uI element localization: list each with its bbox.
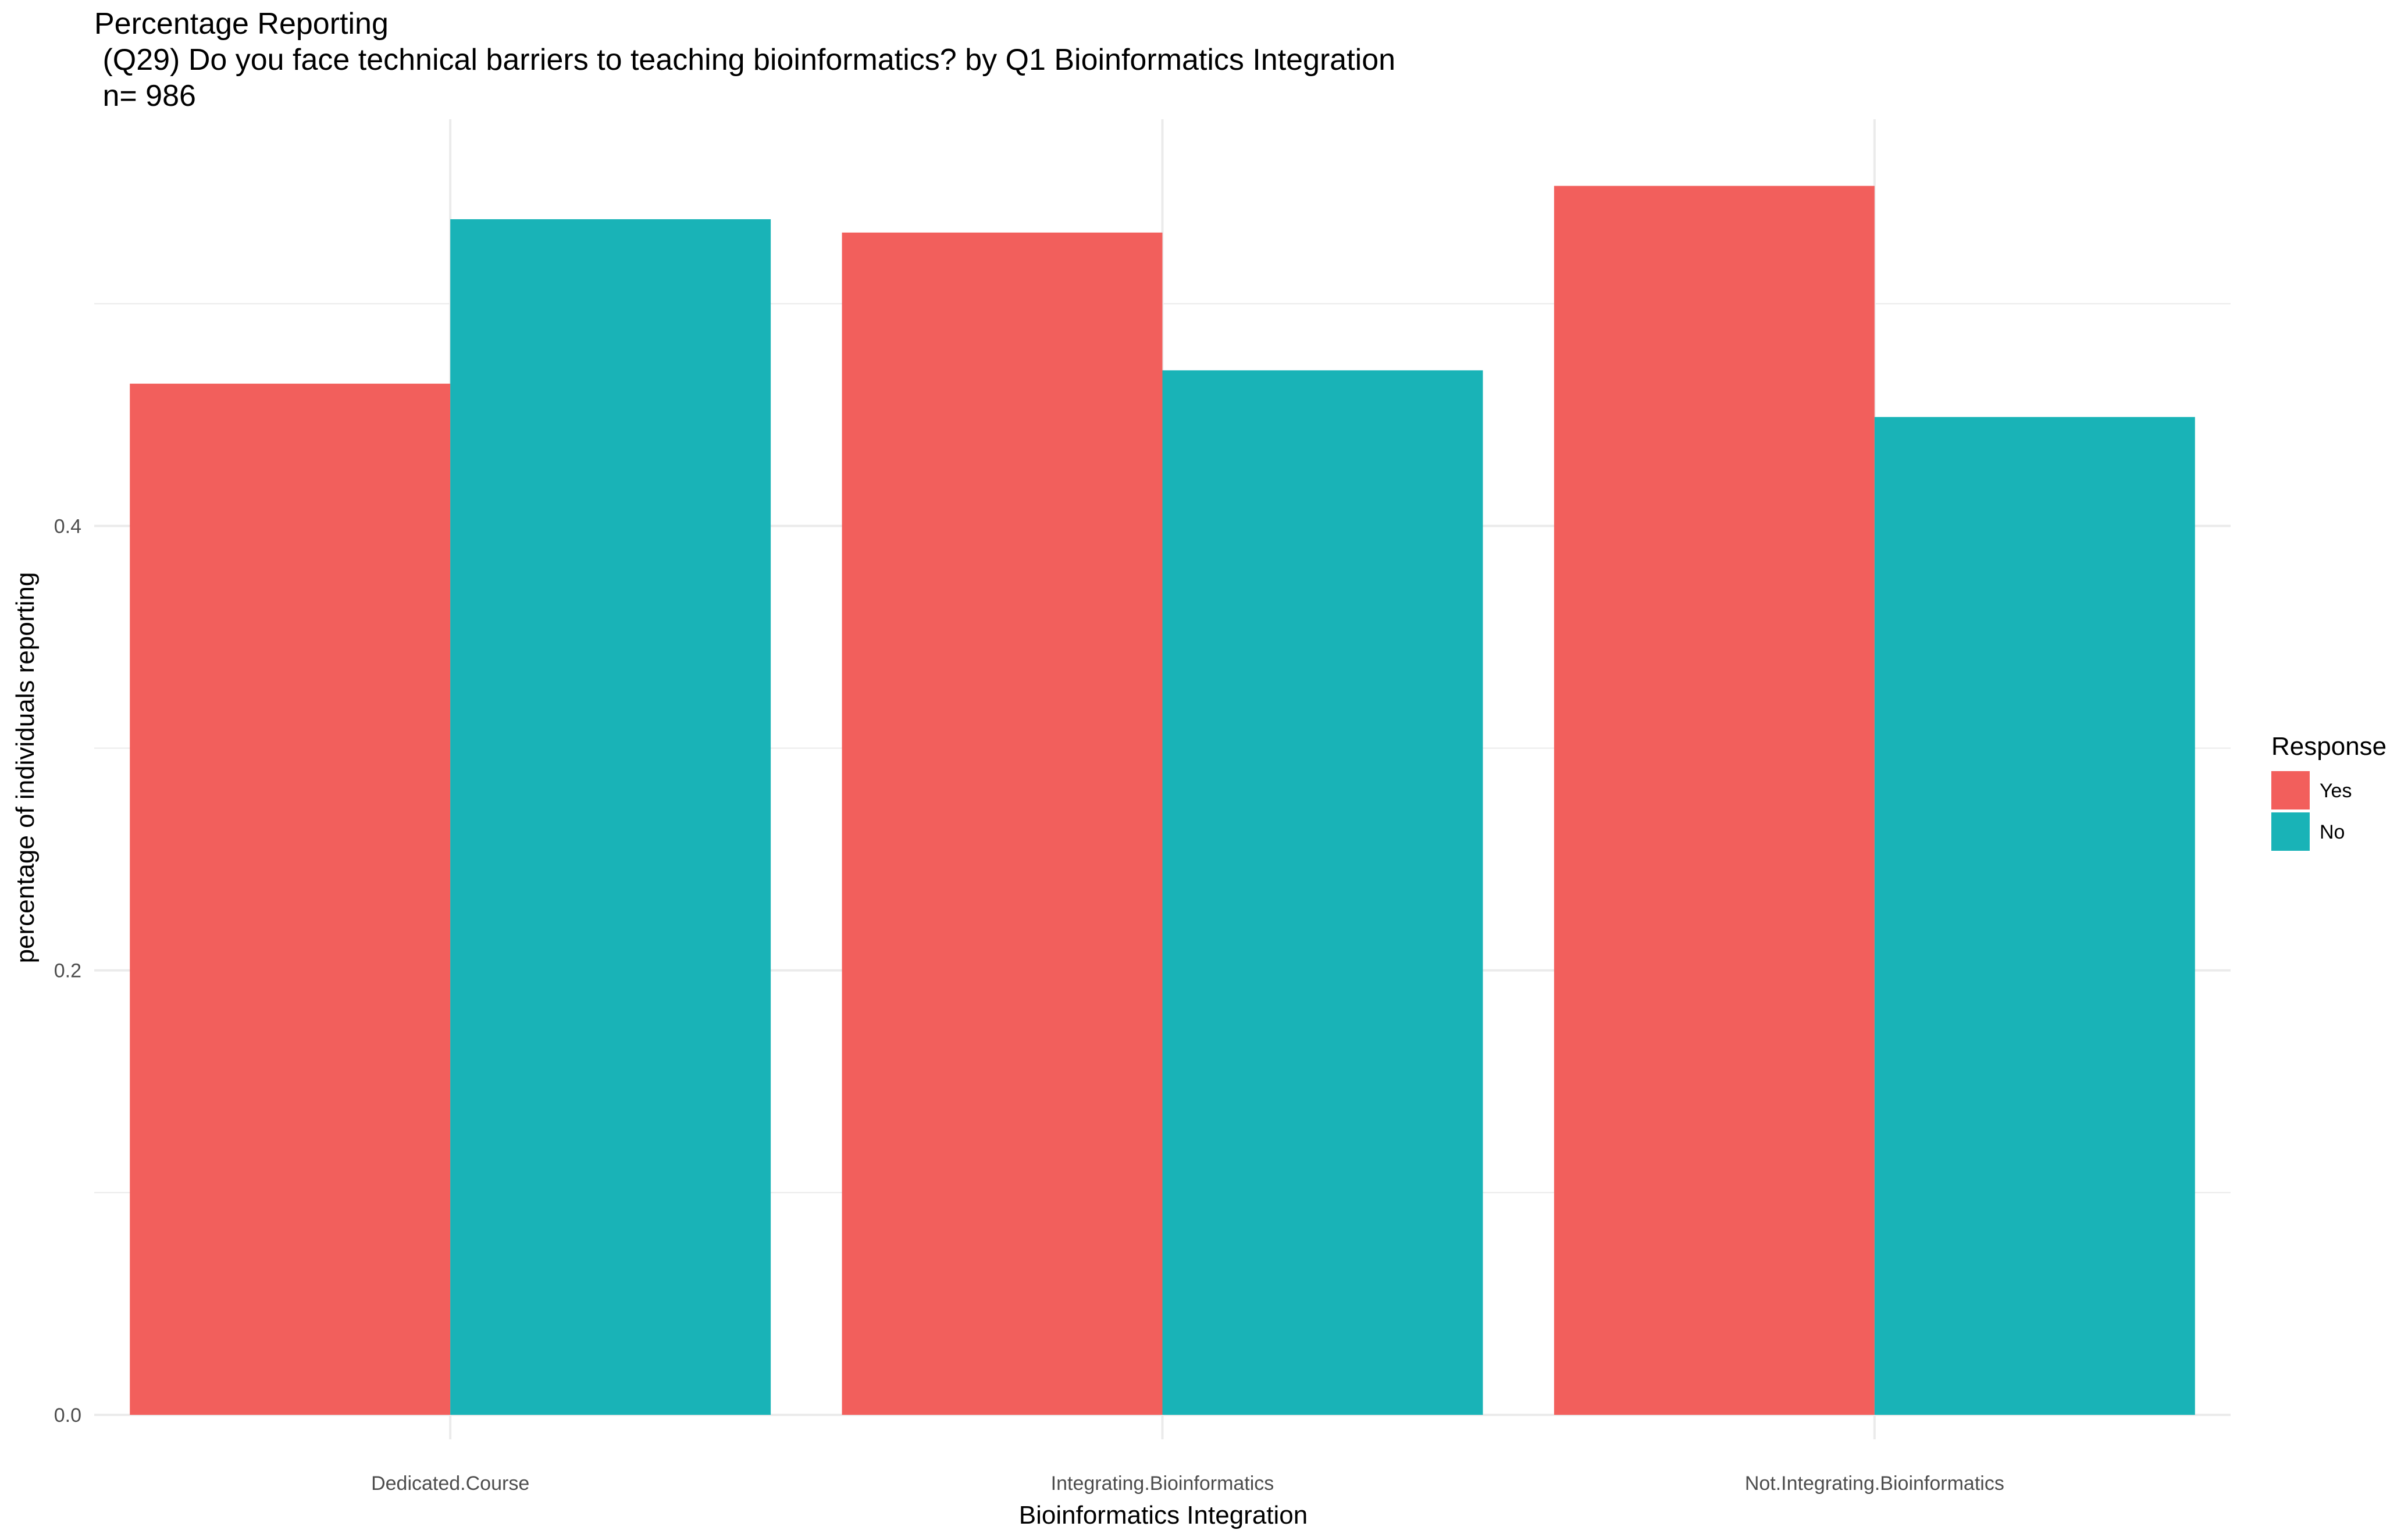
chart-sample-size: n= 986 — [94, 79, 196, 113]
y-tick-label: 0.0 — [54, 1404, 81, 1427]
legend-label-no: No — [2320, 821, 2345, 843]
bar-yes-2 — [1554, 186, 1875, 1415]
y-tick-label: 0.2 — [54, 960, 81, 982]
legend-items: Yes No — [2271, 771, 2352, 851]
legend-key-yes — [2271, 771, 2310, 809]
chart-title: Percentage Reporting — [94, 7, 389, 41]
chart-subtitle: (Q29) Do you face technical barriers to … — [94, 43, 1395, 77]
legend-key-no — [2271, 812, 2310, 851]
legend-label-yes: Yes — [2320, 780, 2352, 802]
y-tick-label: 0.4 — [54, 515, 81, 537]
y-axis-title: percentage of individuals reporting — [11, 572, 40, 964]
bars — [130, 186, 2195, 1415]
bar-no-1 — [1162, 370, 1483, 1415]
tick-labels: 0.0 0.2 0.4 Dedicated.Course Integrating.Bio… — [54, 515, 2004, 1495]
x-tick-label: Integrating.Bioinformatics — [1051, 1472, 1274, 1495]
x-tick-label: Dedicated.Course — [371, 1472, 529, 1495]
legend: Response Yes No — [2271, 732, 2386, 851]
x-axis-title: Bioinformatics Integration — [1019, 1501, 1308, 1529]
legend-title: Response — [2271, 732, 2386, 761]
bar-yes-0 — [130, 383, 451, 1415]
bar-no-2 — [1874, 417, 2195, 1415]
bar-yes-1 — [842, 232, 1163, 1415]
x-tick-label: Not.Integrating.Bioinformatics — [1745, 1472, 2004, 1495]
bar-no-0 — [450, 219, 771, 1415]
